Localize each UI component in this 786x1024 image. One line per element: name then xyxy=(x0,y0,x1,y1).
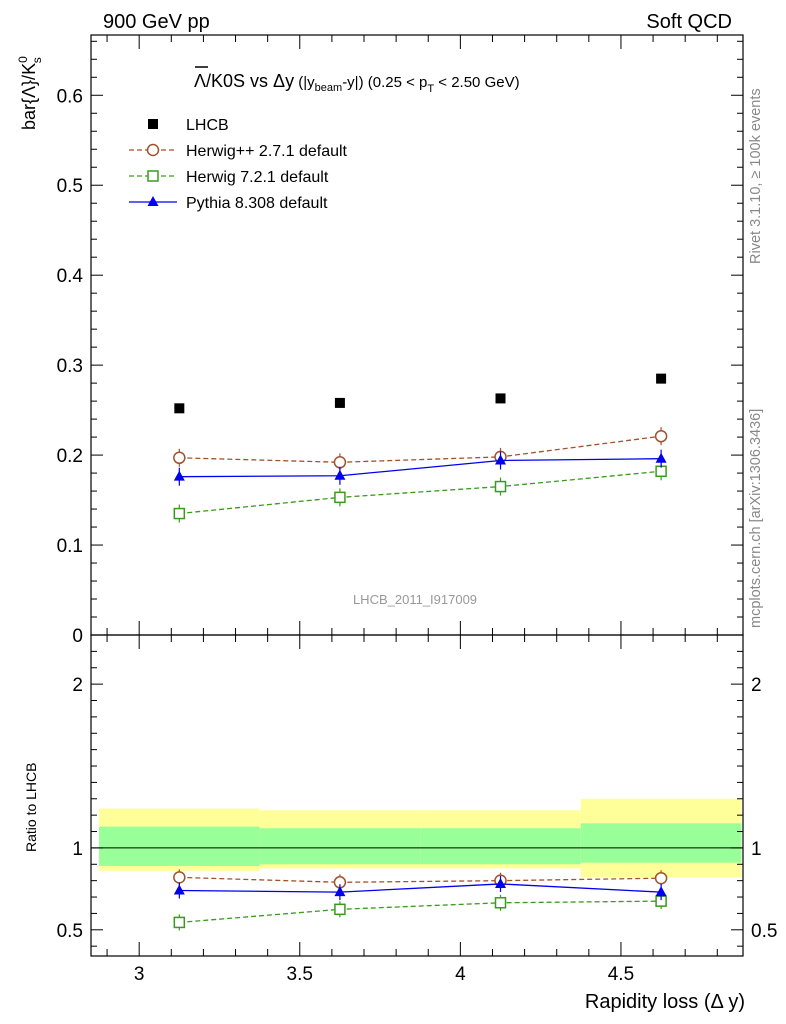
main-ytick-label: 0.2 xyxy=(57,446,83,467)
data-point-pythia xyxy=(334,469,346,480)
ylabel-text: bar{Λ}/K xyxy=(19,63,39,130)
ratio-ytick-label-right: 1 xyxy=(751,839,762,860)
series-line-pythia xyxy=(179,458,662,478)
ratio-ytick-label: 0.5 xyxy=(57,921,83,942)
title-range-end: < 2.50 GeV) xyxy=(434,74,519,91)
ratio-xtick-label: 4 xyxy=(455,964,466,985)
main-ytick-label: 0.5 xyxy=(57,176,83,197)
legend: LHCB Herwig++ 2.7.1 default Herwig 7.2.1 d… xyxy=(129,117,348,212)
main-ylabel: bar{Λ}/K0s xyxy=(16,56,44,130)
main-ytick-label: 0 xyxy=(72,626,83,647)
ratio-band-inner xyxy=(99,826,260,866)
ratio-series-pythia xyxy=(173,875,667,901)
main-ytick-label: 0.3 xyxy=(57,356,83,377)
title-lambda: Λ xyxy=(194,71,206,91)
series-herwigpp xyxy=(173,427,668,472)
ratio-point-pythia xyxy=(655,886,667,897)
title-range: (0.25 < p xyxy=(364,74,428,91)
header-right: Soft QCD xyxy=(646,11,732,33)
main-title: Λ/K0S vs Δy (|ybeam-y|) (0.25 < pT < 2.5… xyxy=(194,71,520,95)
legend-label-herwigpp: Herwig++ 2.7.1 default xyxy=(186,143,348,160)
series-pythia xyxy=(173,449,667,486)
ratio-ytick-label: 2 xyxy=(72,675,83,696)
ratio-series-herwigpp xyxy=(173,869,668,891)
rivet-label: Rivet 3.1.10, ≥ 100k events xyxy=(748,88,764,264)
legend-marker-lhcb xyxy=(148,119,158,129)
data-point-herwigpp xyxy=(173,451,186,465)
ratio-band-inner xyxy=(259,828,421,865)
ratio-line-pythia xyxy=(179,883,662,893)
data-point-herwig7 xyxy=(173,507,186,520)
legend-marker-pythia xyxy=(147,196,159,206)
ratio-band-inner xyxy=(420,828,581,865)
ratio-ytick-label-right: 0.5 xyxy=(751,921,777,942)
ratio-ytick-label-right: 2 xyxy=(751,675,762,696)
main-ytick-label: 0.1 xyxy=(57,536,83,557)
ratio-xtick-label: 4.5 xyxy=(608,964,634,985)
title-beam-sub: beam xyxy=(315,82,343,94)
series-lhcb xyxy=(174,373,667,414)
main-ytick-label: 0.4 xyxy=(57,266,84,287)
title-paren-close: -y|) xyxy=(342,74,363,91)
title-pt-sub: T xyxy=(427,83,434,95)
ratio-ytick-label: 1 xyxy=(72,839,83,860)
ratio-ylabel: Ratio to LHCB xyxy=(23,763,39,852)
legend-label-pythia: Pythia 8.308 default xyxy=(186,195,328,212)
legend-marker-herwigpp xyxy=(146,143,160,157)
data-point-herwig7 xyxy=(494,480,507,493)
data-point-pythia xyxy=(173,470,185,481)
data-point-lhcb xyxy=(656,373,667,384)
data-point-herwigpp xyxy=(333,456,347,469)
main-ytick-label: 0.6 xyxy=(57,86,83,107)
legend-label-lhcb: LHCB xyxy=(186,117,229,134)
ratio-frame xyxy=(90,634,744,957)
ratio-xlabel: Rapidity loss (Δ y) xyxy=(585,991,745,1013)
ratio-series-herwig7 xyxy=(173,893,667,931)
title-rest: /K0S vs Δy xyxy=(206,71,294,91)
series-line-herwig7 xyxy=(179,470,662,515)
analysis-watermark: LHCB_2011_I917009 xyxy=(353,592,477,607)
data-point-lhcb xyxy=(495,393,506,404)
series-line-herwigpp xyxy=(179,435,662,463)
ylabel-sup: 0 xyxy=(16,56,30,63)
ratio-point-herwigpp xyxy=(654,871,668,885)
data-point-pythia xyxy=(495,454,507,465)
title-paren: (|y xyxy=(294,74,315,91)
ratio-xtick-label: 3 xyxy=(134,964,145,985)
ratio-line-herwigpp xyxy=(179,876,662,883)
header-left: 900 GeV pp xyxy=(103,11,210,33)
data-point-herwig7 xyxy=(655,465,667,478)
data-point-herwig7 xyxy=(334,491,346,504)
legend-marker-herwig7 xyxy=(147,170,159,182)
ratio-point-herwigpp xyxy=(173,871,186,884)
ratio-xtick-label: 3.5 xyxy=(287,964,313,985)
ratio-band-inner xyxy=(580,823,742,863)
ylabel-sub: s xyxy=(30,57,44,63)
ratio-point-pythia xyxy=(173,884,185,895)
series-herwig7 xyxy=(173,462,667,523)
data-point-pythia xyxy=(655,452,667,463)
ratio-point-herwig7 xyxy=(173,916,186,929)
data-point-lhcb xyxy=(334,397,345,408)
ratio-point-pythia xyxy=(495,877,507,888)
ratio-point-herwig7 xyxy=(494,897,507,909)
mcplots-label: mcplots.cern.ch [arXiv:1306.3436] xyxy=(748,409,764,628)
ratio-point-pythia xyxy=(334,886,346,897)
ratio-point-herwig7 xyxy=(334,903,346,916)
data-point-herwigpp xyxy=(654,429,668,443)
legend-label-herwig7: Herwig 7.2.1 default xyxy=(186,169,329,186)
ratio-line-herwig7 xyxy=(179,900,662,924)
data-point-lhcb xyxy=(174,403,185,414)
